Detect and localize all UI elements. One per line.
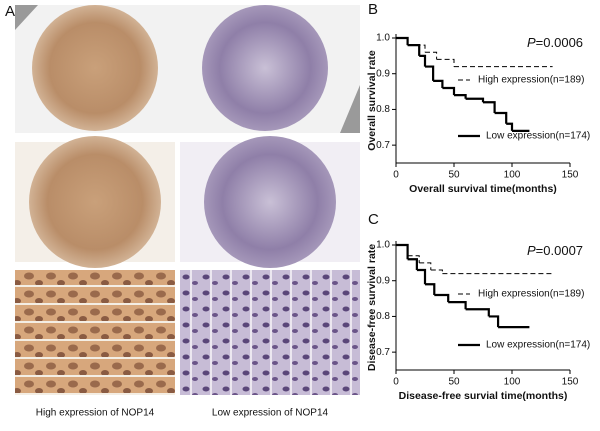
x-tick-label: 100 <box>504 170 521 181</box>
survival-step <box>407 255 420 263</box>
y-tick-label: 1.0 <box>376 33 390 44</box>
survival-step <box>465 308 490 317</box>
p-symbol: P <box>527 35 536 50</box>
survival-step <box>506 122 514 131</box>
survival-step <box>425 65 435 81</box>
panel-letter: A <box>5 3 15 20</box>
p-number: =0.0006 <box>536 35 583 50</box>
survival-step <box>396 243 409 260</box>
survival-step <box>454 94 467 99</box>
survival-step <box>488 315 500 328</box>
legend-label: Low expression(n=174) <box>486 340 590 351</box>
y-tick-label: 0.8 <box>376 104 390 115</box>
p-symbol: P <box>527 243 536 258</box>
p-value: P=0.0006 <box>527 35 583 50</box>
survival-step <box>396 36 409 46</box>
x-tick-label: 150 <box>562 377 579 388</box>
survival-step <box>407 44 426 53</box>
survival-step <box>430 269 443 274</box>
y-axis-title: Overall survival rate <box>366 50 378 151</box>
y-tick-label: 0.7 <box>376 347 390 358</box>
y-tick-label: 1.0 <box>376 240 390 251</box>
survival-step <box>407 44 421 56</box>
y-tick-label: 0.7 <box>376 140 390 151</box>
y-tick-label: 0.8 <box>376 311 390 322</box>
survival-step <box>419 54 427 67</box>
tissue-core-high <box>29 136 161 268</box>
survival-step <box>396 244 409 256</box>
survival-step <box>416 268 427 285</box>
legend-label: Low expression(n=174) <box>486 131 590 142</box>
x-tick-label: 0 <box>393 170 399 181</box>
image-panel-a: A High expression of NOP14 Low expressio… <box>5 1 379 419</box>
survival-step <box>448 301 467 310</box>
survival-step <box>434 293 450 303</box>
x-tick-label: 0 <box>393 377 399 388</box>
p-value: P=0.0007 <box>527 243 583 258</box>
legend-label: High expression(n=189) <box>478 75 584 86</box>
x-tick-label: 50 <box>448 170 460 181</box>
y-tick-label: 0.9 <box>376 275 390 286</box>
image-caption: Low expression of NOP14 <box>212 408 329 419</box>
x-tick-label: 150 <box>562 170 579 181</box>
image-caption: High expression of NOP14 <box>36 408 155 419</box>
survival-step <box>494 111 508 124</box>
x-tick-label: 50 <box>448 377 460 388</box>
survival-step <box>425 283 436 295</box>
tissue-core-low <box>202 5 328 131</box>
survival-step <box>436 58 455 67</box>
survival-step <box>425 51 438 60</box>
x-tick-label: 100 <box>504 377 521 388</box>
high-magnification-high <box>15 270 175 395</box>
tissue-core-low <box>204 136 336 268</box>
slide-corner <box>15 5 38 30</box>
legend-label: High expression(n=189) <box>478 289 584 300</box>
survival-step <box>419 262 432 270</box>
survival-step <box>442 86 456 96</box>
p-number: =0.0007 <box>536 243 583 258</box>
survival-step <box>407 258 418 270</box>
panel-letter: C <box>368 211 379 228</box>
survival-step <box>433 79 444 88</box>
slide-corner <box>340 85 360 133</box>
survival-step <box>465 97 485 103</box>
survival-step <box>483 101 496 113</box>
x-axis-title: Overall survival time(months) <box>409 183 557 195</box>
x-axis-title: Disease-free survial time(months) <box>399 390 568 402</box>
y-tick-label: 0.9 <box>376 68 390 79</box>
high-magnification-low <box>180 270 360 395</box>
tissue-core-high <box>32 5 158 131</box>
panel-letter: B <box>368 1 378 18</box>
y-axis-title: Disease-free survival rate <box>366 244 378 371</box>
